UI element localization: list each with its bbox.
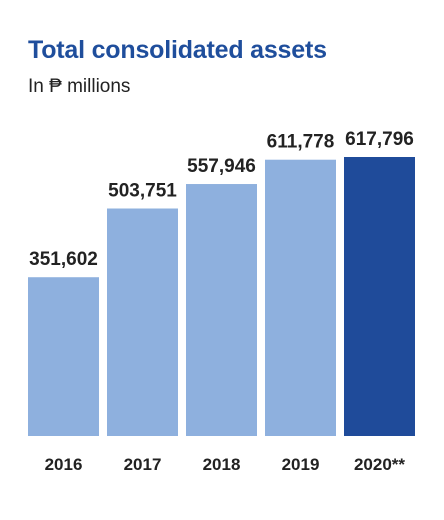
value-labels-group: 351,602 503,751 557,946 611,778 617,796 <box>29 129 414 270</box>
bar-2020 <box>344 157 415 436</box>
category-label: 2017 <box>124 455 162 474</box>
chart-subtitle: In ₱ millions <box>28 76 131 97</box>
bar-2016 <box>28 277 99 436</box>
value-label: 611,778 <box>267 132 335 153</box>
value-label: 503,751 <box>108 181 177 202</box>
bar-2019 <box>265 159 336 436</box>
category-labels-group: 2016 2017 2018 2019 2020** <box>45 455 406 474</box>
bar-2017 <box>107 208 178 436</box>
chart-title: Total consolidated assets <box>28 36 327 64</box>
value-label: 351,602 <box>29 249 98 270</box>
category-label: 2016 <box>45 455 83 474</box>
bars-group <box>28 157 415 436</box>
value-label: 557,946 <box>187 156 256 177</box>
category-label: 2019 <box>282 455 320 474</box>
category-label: 2020** <box>354 455 405 474</box>
bar-2018 <box>186 184 257 436</box>
category-label: 2018 <box>203 455 241 474</box>
value-label: 617,796 <box>345 129 414 150</box>
